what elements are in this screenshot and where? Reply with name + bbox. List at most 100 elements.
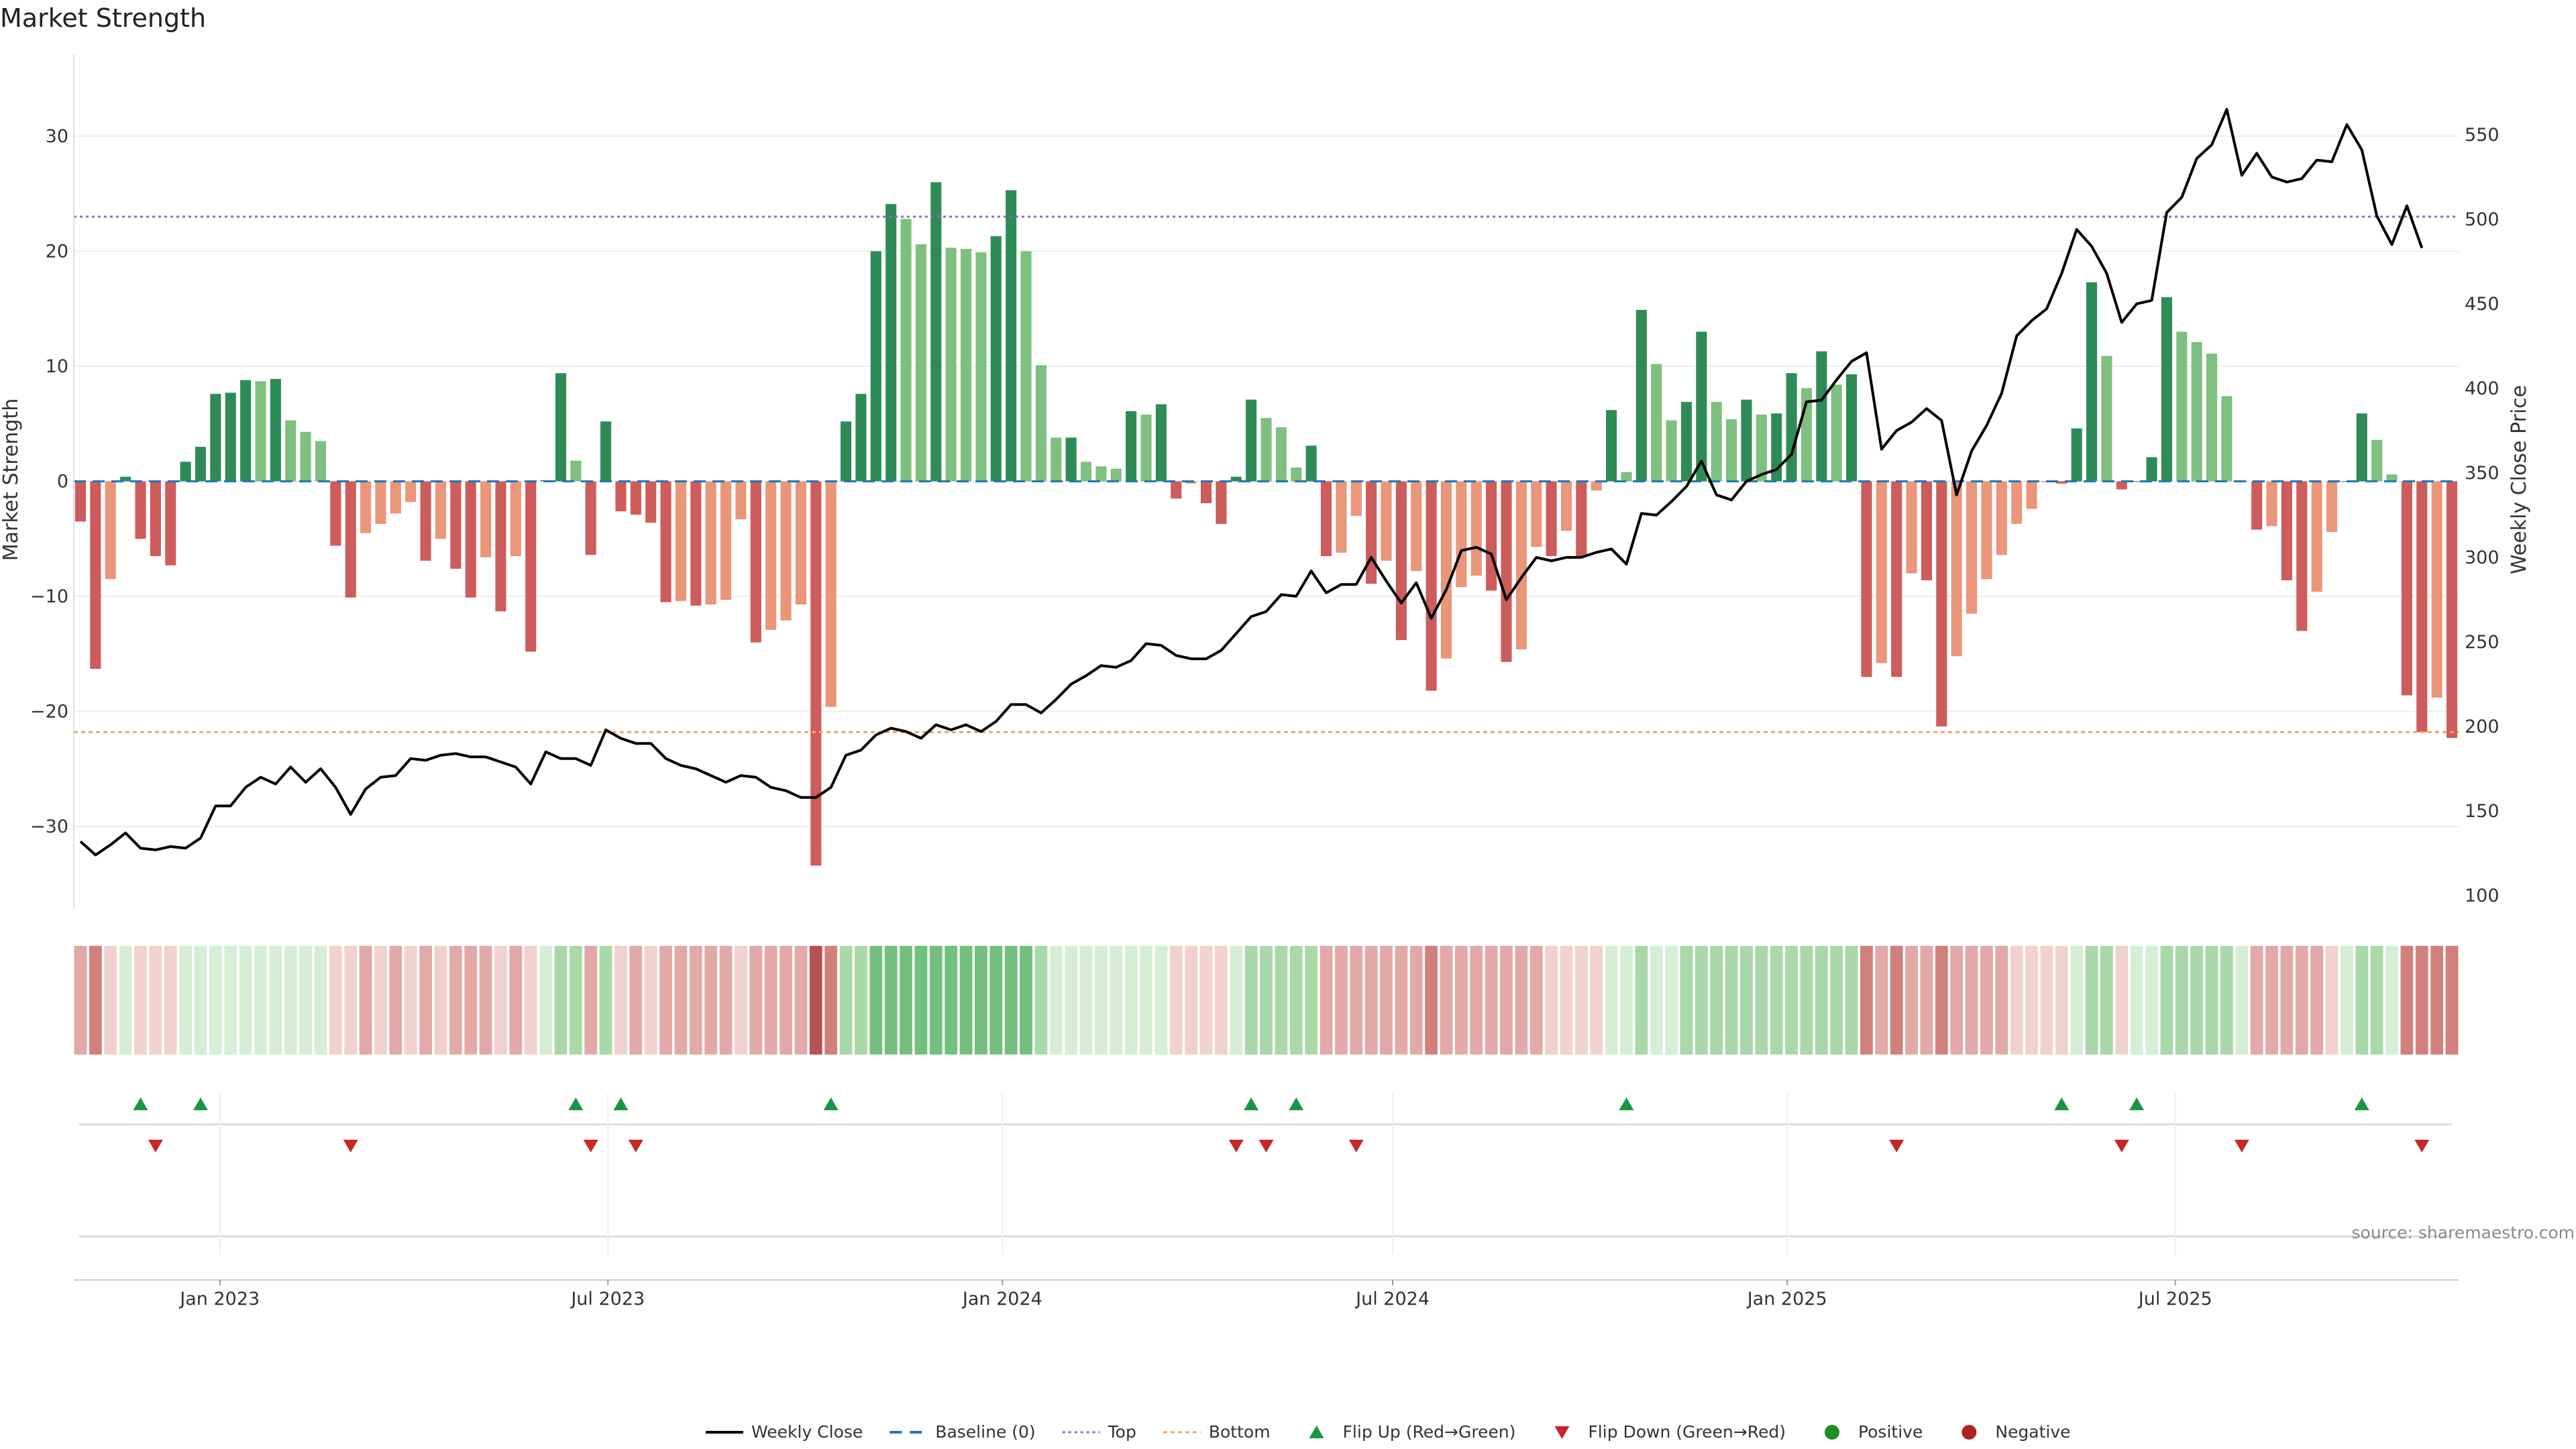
strength-bar [1350, 481, 1362, 516]
strength-bar [720, 481, 732, 600]
strength-bar [2161, 297, 2172, 482]
strength-bar [780, 481, 792, 621]
ribbon-cell [89, 946, 102, 1055]
ribbon-cell [1590, 946, 1603, 1055]
ribbon-cell [554, 946, 568, 1055]
ribbon-cell [179, 946, 193, 1055]
strength-bar [2146, 457, 2157, 482]
strength-bar [585, 481, 596, 555]
flip-up-marker [613, 1097, 629, 1110]
strength-bar [900, 219, 912, 482]
y2-tick-label: 200 [2465, 716, 2500, 737]
ribbon-cell [1710, 946, 1723, 1055]
strength-bar [1126, 411, 1137, 482]
strength-bar [1185, 481, 1197, 484]
strength-bar [1035, 365, 1046, 482]
ribbon-cell [104, 946, 117, 1055]
ribbon-cell [194, 946, 207, 1055]
ribbon-cell [344, 946, 358, 1055]
ribbon-cell [2145, 946, 2158, 1055]
ribbon-cell [1740, 946, 1753, 1055]
y2-tick-label: 100 [2465, 885, 2500, 906]
strength-bar [165, 481, 176, 566]
ribbon-cell [1470, 946, 1483, 1055]
strength-bar [420, 481, 431, 561]
flip-up-marker [2054, 1097, 2070, 1110]
strength-bar [1291, 467, 1302, 482]
ribbon-cell [1529, 946, 1543, 1055]
ribbon-cell [659, 946, 672, 1055]
strength-bar [1726, 419, 1737, 482]
ribbon-cell [2040, 946, 2053, 1055]
ribbon-cell [2295, 946, 2308, 1055]
strength-bar [1996, 481, 2007, 555]
strength-bar [945, 248, 957, 482]
ribbon-cell [419, 946, 432, 1055]
strength-bar [1756, 415, 1767, 482]
ribbon-cell [1560, 946, 1573, 1055]
strength-bar [270, 378, 281, 482]
ribbon-cell [2250, 946, 2263, 1055]
y-tick-label: 10 [46, 356, 68, 377]
strength-bar [1426, 481, 1437, 691]
flip-up-marker [193, 1097, 208, 1110]
ribbon-cell [1890, 946, 1903, 1055]
ribbon-cell [2130, 946, 2143, 1055]
ribbon-cell [644, 946, 657, 1055]
strength-bar [135, 481, 146, 539]
ribbon-cell [1665, 946, 1678, 1055]
strength-bar [1816, 351, 1827, 482]
strength-bar [2281, 481, 2292, 581]
strength-bar [1771, 413, 1782, 482]
strength-bar [1635, 309, 1647, 482]
strength-bar [2386, 474, 2398, 482]
strength-bar [1440, 481, 1452, 659]
flip-up-marker [1244, 1097, 1259, 1110]
ribbon-cell [509, 946, 523, 1055]
strength-bar [1065, 437, 1077, 482]
ribbon-cell [1334, 946, 1348, 1055]
strength-bar [1486, 481, 1497, 591]
ribbon-cell [989, 946, 1003, 1055]
x-tick-label: Jul 2024 [1354, 1289, 1430, 1309]
ribbon-cell [1440, 946, 1453, 1055]
ribbon-cell [1230, 946, 1243, 1055]
strength-bar [1366, 481, 1377, 584]
strength-bar [285, 420, 297, 482]
strength-bar [1786, 373, 1797, 482]
strength-bar [2296, 481, 2308, 631]
x-tick-label: Jan 2023 [178, 1289, 260, 1309]
ribbon-cell [584, 946, 598, 1055]
ribbon-cell [839, 946, 853, 1055]
ribbon-cell [1425, 946, 1438, 1055]
strength-bar [690, 481, 702, 606]
strength-bar [1260, 418, 1272, 482]
strength-bar [180, 462, 191, 482]
y-tick-label: −30 [30, 816, 68, 837]
strength-bar [2266, 481, 2277, 527]
ribbon-cell [2055, 946, 2068, 1055]
ribbon-cell [824, 946, 838, 1055]
ribbon-cell [2430, 946, 2444, 1055]
ribbon-cell [2325, 946, 2339, 1055]
y-tick-label: 0 [57, 472, 68, 492]
strength-bar [330, 481, 341, 546]
strength-bar [2371, 439, 2383, 482]
flip-down-marker [1228, 1140, 1244, 1152]
strength-bar [1515, 481, 1527, 649]
ribbon-cell [479, 946, 492, 1055]
legend-label: Baseline (0) [935, 1422, 1035, 1442]
x-tick-label: Jan 2024 [961, 1289, 1042, 1309]
strength-bar [2221, 396, 2233, 482]
strength-bar [870, 251, 881, 482]
strength-bar [2116, 481, 2127, 490]
ribbon-cell [2370, 946, 2383, 1055]
strength-bar [675, 481, 686, 601]
strength-bar [2356, 413, 2367, 482]
strength-bar [750, 481, 761, 643]
strength-bar [2416, 481, 2428, 733]
ribbon-cell [524, 946, 537, 1055]
strength-bar [1861, 481, 1872, 678]
ribbon-cell [254, 946, 267, 1055]
